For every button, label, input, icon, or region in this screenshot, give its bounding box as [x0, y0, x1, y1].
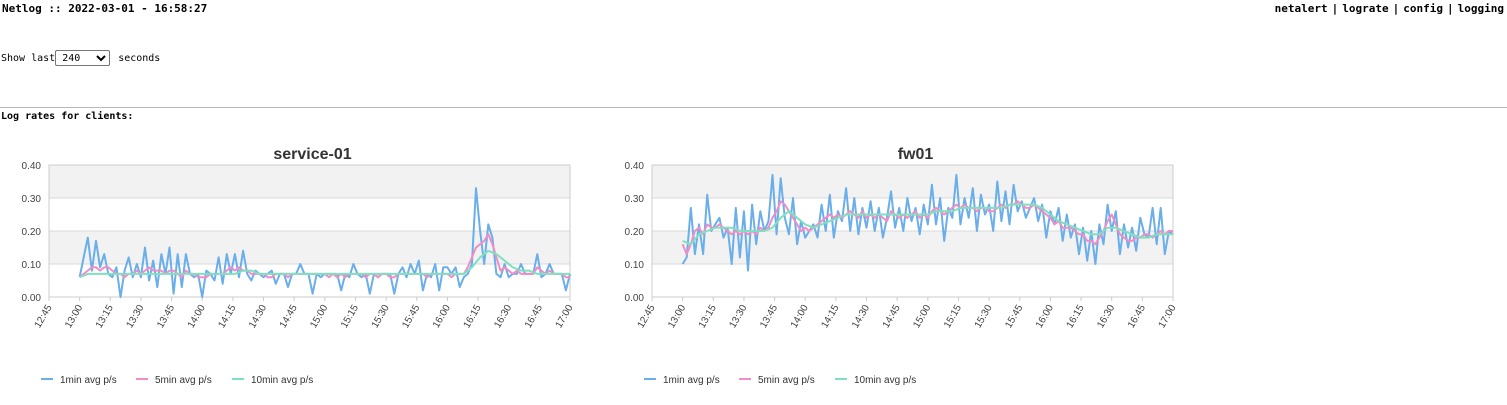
x-tick-label: 15:30: [973, 303, 995, 331]
x-tick-label: 13:15: [94, 303, 116, 331]
x-tick-label: 14:45: [278, 303, 300, 331]
x-tick-label: 13:45: [155, 303, 177, 331]
legend-label[interactable]: 1min avg p/s: [663, 375, 720, 386]
top-nav: netalert | lograte | config | logging: [1275, 2, 1504, 15]
legend-label[interactable]: 10min avg p/s: [251, 375, 313, 386]
x-tick-label: 16:00: [1034, 303, 1056, 331]
x-tick-label: 12:45: [636, 303, 658, 331]
x-tick-label: 16:30: [492, 303, 514, 331]
top-bar: Netlog :: 2022-03-01 - 16:58:27 netalert…: [0, 0, 1507, 16]
series-line-10min: [79, 249, 570, 279]
series-line-10min: [682, 203, 1173, 246]
nav-link-netalert[interactable]: netalert: [1274, 2, 1328, 15]
x-tick-label: 14:30: [850, 303, 872, 331]
y-tick-label: 0.40: [22, 161, 42, 172]
x-tick-label: 15:00: [911, 303, 933, 331]
x-tick-label: 13:30: [124, 303, 146, 331]
nav-separator: |: [1447, 2, 1454, 15]
y-tick-label: 0.00: [625, 293, 645, 304]
x-tick-label: 16:15: [1065, 303, 1087, 331]
x-tick-label: 13:45: [758, 303, 780, 331]
x-tick-label: 16:30: [1095, 303, 1117, 331]
y-tick-label: 0.30: [22, 194, 42, 205]
seconds-label: seconds: [118, 52, 161, 64]
chart-service-01: 0.00 0.10 0.20 0.30 0.40 12:45 13:00 13:15 13:30…: [22, 146, 576, 386]
y-tick-label: 0.40: [625, 161, 645, 172]
x-tick-label: 16:00: [431, 303, 453, 331]
x-tick-label: 13:00: [666, 303, 688, 331]
chart-band: [49, 165, 570, 198]
x-tick-label: 14:30: [247, 303, 269, 331]
x-tick-label: 15:45: [1003, 303, 1025, 331]
time-window-select[interactable]: 240: [55, 50, 111, 66]
time-window-control: Show last 240 seconds: [1, 50, 160, 66]
legend-label[interactable]: 1min avg p/s: [60, 375, 117, 386]
x-tick-label: 15:15: [942, 303, 964, 331]
nav-separator: |: [1392, 2, 1400, 15]
section-divider: [0, 107, 1507, 108]
x-tick-label: 17:00: [1157, 303, 1179, 331]
nav-link-config[interactable]: config: [1403, 2, 1444, 15]
nav-separator: |: [1331, 2, 1339, 15]
x-tick-label: 15:00: [308, 303, 330, 331]
x-tick-label: 14:00: [789, 303, 811, 331]
x-tick-label: 16:45: [1126, 303, 1148, 331]
x-tick-label: 14:45: [881, 303, 903, 331]
x-tick-label: 13:30: [727, 303, 749, 331]
x-tick-label: 13:00: [63, 303, 85, 331]
y-tick-label: 0.20: [625, 227, 645, 238]
x-tick-label: 13:15: [697, 303, 719, 331]
y-tick-label: 0.10: [22, 260, 42, 271]
x-tick-label: 15:45: [400, 303, 422, 331]
x-tick-label: 15:30: [370, 303, 392, 331]
y-tick-label: 0.00: [22, 293, 42, 304]
plot-frame: [48, 164, 571, 298]
nav-link-logging[interactable]: logging: [1457, 2, 1504, 15]
y-tick-label: 0.10: [625, 260, 645, 271]
section-heading: Log rates for clients:: [1, 111, 134, 122]
nav-link-lograte[interactable]: lograte: [1342, 2, 1389, 15]
page-title: Netlog :: 2022-03-01 - 16:58:27: [2, 2, 208, 15]
chart-title: service-01: [273, 146, 351, 163]
y-tick-label: 0.20: [22, 227, 42, 238]
show-last-label: Show last: [1, 52, 56, 64]
x-tick-label: 14:15: [216, 303, 238, 331]
x-tick-label: 16:45: [523, 303, 545, 331]
x-tick-label: 15:15: [339, 303, 361, 331]
legend-label[interactable]: 5min avg p/s: [758, 375, 815, 386]
chart-band: [652, 165, 1173, 198]
x-tick-label: 17:00: [554, 303, 576, 331]
legend-label[interactable]: 10min avg p/s: [854, 375, 916, 386]
chart-fw01: 0.00 0.10 0.20 0.30 0.40 12:45 13:00 13:15 13:30…: [625, 146, 1179, 386]
x-tick-label: 12:45: [33, 303, 55, 331]
x-tick-label: 14:00: [186, 303, 208, 331]
x-tick-label: 16:15: [462, 303, 484, 331]
x-tick-label: 14:15: [819, 303, 841, 331]
legend-label[interactable]: 5min avg p/s: [155, 375, 212, 386]
chart-title: fw01: [898, 146, 934, 163]
y-tick-label: 0.30: [625, 194, 645, 205]
